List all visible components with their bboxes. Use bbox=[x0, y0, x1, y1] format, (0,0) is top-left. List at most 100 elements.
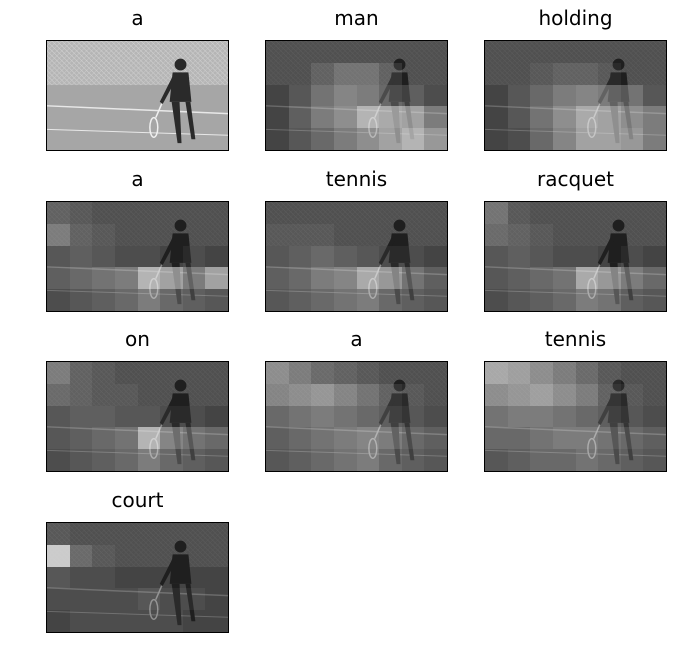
attention-cell bbox=[485, 202, 508, 224]
attention-cell bbox=[620, 383, 644, 406]
attention-image bbox=[265, 361, 448, 472]
attention-cell bbox=[401, 405, 425, 428]
attention-cell bbox=[643, 289, 666, 311]
attention-cell bbox=[552, 267, 576, 290]
attention-cell bbox=[643, 128, 666, 150]
attention-cell bbox=[643, 427, 666, 450]
attention-cell bbox=[311, 223, 334, 246]
attention-cell bbox=[552, 245, 576, 268]
attention-cell bbox=[69, 289, 93, 311]
attention-cell bbox=[92, 267, 115, 290]
attention-cell bbox=[401, 84, 425, 107]
attention-cell bbox=[311, 289, 334, 311]
attention-cell bbox=[530, 267, 553, 290]
attention-cell bbox=[205, 267, 228, 290]
attention-cell bbox=[288, 383, 312, 406]
attention-cell bbox=[160, 405, 183, 428]
attention-cell bbox=[288, 84, 312, 107]
attention-cell bbox=[288, 267, 312, 290]
attention-cell bbox=[485, 383, 508, 406]
attention-cell bbox=[620, 84, 644, 107]
attention-cell bbox=[92, 362, 115, 384]
attention-cell bbox=[424, 267, 447, 290]
attention-cell bbox=[69, 267, 93, 290]
attention-cell bbox=[311, 245, 334, 268]
panel-word-title: a bbox=[350, 327, 363, 351]
attention-cell bbox=[598, 405, 621, 428]
attention-cell bbox=[485, 362, 508, 384]
attention-cell bbox=[356, 362, 380, 384]
attention-cell bbox=[69, 362, 93, 384]
attention-cell bbox=[69, 202, 93, 224]
attention-cell bbox=[114, 267, 138, 290]
attention-cell bbox=[643, 106, 666, 129]
attention-cell bbox=[311, 106, 334, 129]
attention-cell bbox=[598, 106, 621, 129]
attention-cell bbox=[356, 106, 380, 129]
attention-cell bbox=[92, 588, 115, 611]
attention-cell bbox=[507, 245, 531, 268]
attention-cell bbox=[333, 128, 357, 150]
attention-cell bbox=[47, 267, 70, 290]
attention-cell bbox=[485, 289, 508, 311]
attention-cell bbox=[530, 383, 553, 406]
attention-cell bbox=[620, 267, 644, 290]
attention-heatmap-overlay bbox=[47, 202, 228, 311]
attention-heatmap-overlay bbox=[485, 362, 666, 471]
attention-cell bbox=[47, 223, 70, 246]
attention-cell bbox=[401, 128, 425, 150]
attention-cell bbox=[507, 223, 531, 246]
attention-cell bbox=[598, 128, 621, 150]
attention-cell bbox=[620, 128, 644, 150]
attention-cell bbox=[530, 62, 553, 85]
attention-cell bbox=[333, 84, 357, 107]
attention-cell bbox=[182, 427, 206, 450]
attention-cell bbox=[333, 62, 357, 85]
attention-heatmap-overlay bbox=[485, 41, 666, 150]
attention-cell bbox=[137, 427, 161, 450]
attention-cell bbox=[333, 405, 357, 428]
attention-cell bbox=[575, 128, 599, 150]
attention-cell bbox=[598, 362, 621, 384]
attention-cell bbox=[507, 289, 531, 311]
attention-cell bbox=[266, 449, 289, 471]
attention-image bbox=[46, 361, 229, 472]
attention-cell bbox=[288, 106, 312, 129]
attention-cell bbox=[288, 449, 312, 471]
attention-cell bbox=[69, 610, 93, 632]
attention-cell bbox=[401, 267, 425, 290]
attention-cell bbox=[401, 449, 425, 471]
attention-cell bbox=[530, 245, 553, 268]
attention-cell bbox=[530, 427, 553, 450]
attention-cell bbox=[311, 62, 334, 85]
attention-cell bbox=[598, 449, 621, 471]
attention-cell bbox=[137, 610, 161, 632]
attention-cell bbox=[356, 405, 380, 428]
attention-cell bbox=[620, 405, 644, 428]
attention-cell bbox=[552, 128, 576, 150]
attention-cell bbox=[507, 427, 531, 450]
attention-cell bbox=[92, 383, 115, 406]
attention-cell bbox=[69, 588, 93, 611]
attention-cell bbox=[356, 383, 380, 406]
attention-cell bbox=[598, 289, 621, 311]
attention-cell bbox=[114, 588, 138, 611]
attention-cell bbox=[552, 405, 576, 428]
attention-cell bbox=[379, 289, 402, 311]
attention-cell bbox=[114, 449, 138, 471]
attention-cell bbox=[424, 427, 447, 450]
attention-cell bbox=[333, 106, 357, 129]
attention-cell bbox=[114, 427, 138, 450]
attention-cell bbox=[266, 289, 289, 311]
attention-cell bbox=[266, 245, 289, 268]
attention-cell bbox=[266, 223, 289, 246]
attention-cell bbox=[485, 427, 508, 450]
attention-cell bbox=[356, 245, 380, 268]
attention-cell bbox=[137, 289, 161, 311]
attention-cell bbox=[47, 449, 70, 471]
attention-cell bbox=[401, 427, 425, 450]
attention-cell bbox=[379, 427, 402, 450]
attention-cell bbox=[182, 245, 206, 268]
attention-cell bbox=[379, 106, 402, 129]
attention-cell bbox=[530, 405, 553, 428]
